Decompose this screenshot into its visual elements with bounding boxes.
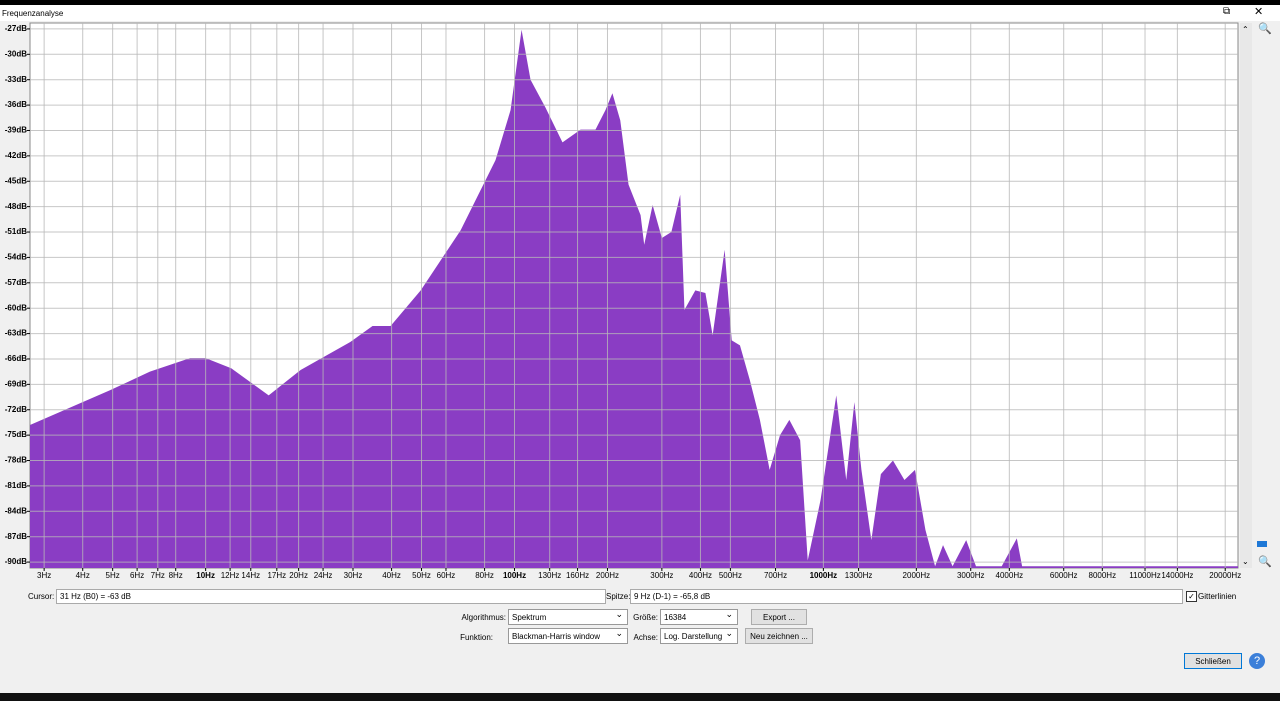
peak-field: 9 Hz (D-1) = -65,8 dB — [630, 589, 1183, 604]
x-tick-label: 300Hz — [650, 571, 673, 580]
y-tick-label: -42dB — [5, 151, 27, 160]
x-tick-label: 6000Hz — [1050, 571, 1078, 580]
x-tick-label: 14000Hz — [1161, 571, 1193, 580]
x-tick-label: 40Hz — [382, 571, 401, 580]
y-tick-label: -27dB — [5, 24, 27, 33]
axis-label: Achse: — [633, 633, 658, 642]
size-label: Größe: — [633, 613, 658, 622]
top-bar — [0, 0, 1280, 5]
y-tick-label: -78dB — [5, 456, 27, 465]
y-tick-label: -72dB — [5, 405, 27, 414]
cursor-label: Cursor: — [28, 592, 55, 601]
x-tick-label: 1000Hz — [810, 571, 838, 580]
export-button[interactable]: Export ... — [751, 609, 807, 625]
x-tick-label: 6Hz — [130, 571, 144, 580]
x-tick-label: 700Hz — [764, 571, 787, 580]
x-tick-label: 12Hz — [221, 571, 240, 580]
algorithm-label: Algorithmus: — [461, 613, 506, 622]
zoom-out[interactable]: 🔍 — [1258, 554, 1272, 568]
spectrum-area — [30, 29, 1238, 568]
x-tick-label: 400Hz — [689, 571, 712, 580]
x-tick-label: 4Hz — [76, 571, 90, 580]
y-tick-label: -39dB — [5, 126, 27, 135]
y-tick-label: -81dB — [5, 481, 27, 490]
x-tick-label: 20000Hz — [1209, 571, 1241, 580]
x-tick-label: 10Hz — [196, 571, 215, 580]
taskbar — [0, 693, 1280, 701]
y-tick-label: -30dB — [5, 49, 27, 58]
algorithm-select[interactable]: Spektrum — [508, 609, 628, 625]
y-tick-label: -63dB — [5, 329, 27, 338]
scroll-up[interactable]: ⌃ — [1242, 25, 1249, 34]
grid-checkbox-label: Gitterlinien — [1198, 592, 1237, 601]
y-tick-label: -66dB — [5, 354, 27, 363]
y-tick-label: -75dB — [5, 430, 27, 439]
y-tick-label: -69dB — [5, 379, 27, 388]
function-label: Funktion: — [460, 633, 493, 642]
x-tick-label: 3Hz — [37, 571, 51, 580]
y-tick-label: -48dB — [5, 202, 27, 211]
x-tick-label: 17Hz — [267, 571, 286, 580]
x-tick-label: 30Hz — [344, 571, 363, 580]
zoom-in[interactable]: 🔍 — [1258, 21, 1272, 35]
y-tick-label: -57dB — [5, 278, 27, 287]
grid-checkbox[interactable]: ✓ — [1186, 591, 1197, 602]
help-button[interactable]: ? — [1249, 653, 1265, 669]
x-tick-label: 4000Hz — [996, 571, 1024, 580]
x-tick-label: 7Hz — [151, 571, 165, 580]
chart: ⌃ ⌄ 🔍 🔍 -27dB -30dB -33dB -36dB -39dB -42dB -4… — [5, 21, 1272, 580]
x-tick-label: 5Hz — [106, 571, 120, 580]
x-tick-label: 1300Hz — [845, 571, 873, 580]
x-tick-label: 500Hz — [719, 571, 742, 580]
x-tick-label: 8Hz — [169, 571, 183, 580]
y-tick-label: -54dB — [5, 253, 27, 262]
cursor-field: 31 Hz (B0) = -63 dB — [56, 589, 606, 604]
y-tick-label: -36dB — [5, 100, 27, 109]
redraw-button[interactable]: Neu zeichnen ... — [745, 628, 813, 644]
x-tick-label: 8000Hz — [1089, 571, 1117, 580]
x-tick-label: 200Hz — [596, 571, 619, 580]
x-tick-label: 80Hz — [475, 571, 494, 580]
x-tick-label: 24Hz — [314, 571, 333, 580]
x-tick-label: 50Hz — [412, 571, 431, 580]
y-tick-label: -45dB — [5, 176, 27, 185]
x-tick-label: 3000Hz — [957, 571, 985, 580]
axis-select[interactable]: Log. Darstellung — [660, 628, 738, 644]
y-tick-label: -87dB — [5, 532, 27, 541]
x-tick-label: 160Hz — [566, 571, 589, 580]
x-tick-label: 11000Hz — [1129, 571, 1160, 580]
y-tick-label: -90dB — [5, 557, 27, 566]
x-tick-label: 14Hz — [241, 571, 260, 580]
title-bar — [0, 5, 1280, 21]
function-select[interactable]: Blackman-Harris window — [508, 628, 628, 644]
x-tick-label: 60Hz — [437, 571, 456, 580]
window-title: Frequenzanalyse — [2, 9, 64, 18]
size-select[interactable]: 16384 — [660, 609, 738, 625]
scrollbar[interactable] — [1240, 23, 1252, 568]
y-tick-label: -51dB — [5, 227, 27, 236]
close-dialog-button[interactable]: Schließen — [1184, 653, 1242, 669]
zoom-slider[interactable] — [1257, 541, 1267, 547]
y-tick-label: -84dB — [5, 506, 27, 515]
close-button[interactable]: ✕ — [1254, 6, 1264, 18]
x-tick-label: 130Hz — [538, 571, 561, 580]
y-tick-label: -60dB — [5, 303, 27, 312]
x-tick-label: 100Hz — [503, 571, 526, 580]
peak-label: Spitze: — [606, 592, 631, 601]
scroll-down[interactable]: ⌄ — [1242, 557, 1249, 566]
y-tick-label: -33dB — [5, 75, 27, 84]
x-tick-label: 20Hz — [289, 571, 308, 580]
x-tick-label: 2000Hz — [903, 571, 931, 580]
restore-button[interactable]: ⧉ — [1223, 6, 1231, 17]
